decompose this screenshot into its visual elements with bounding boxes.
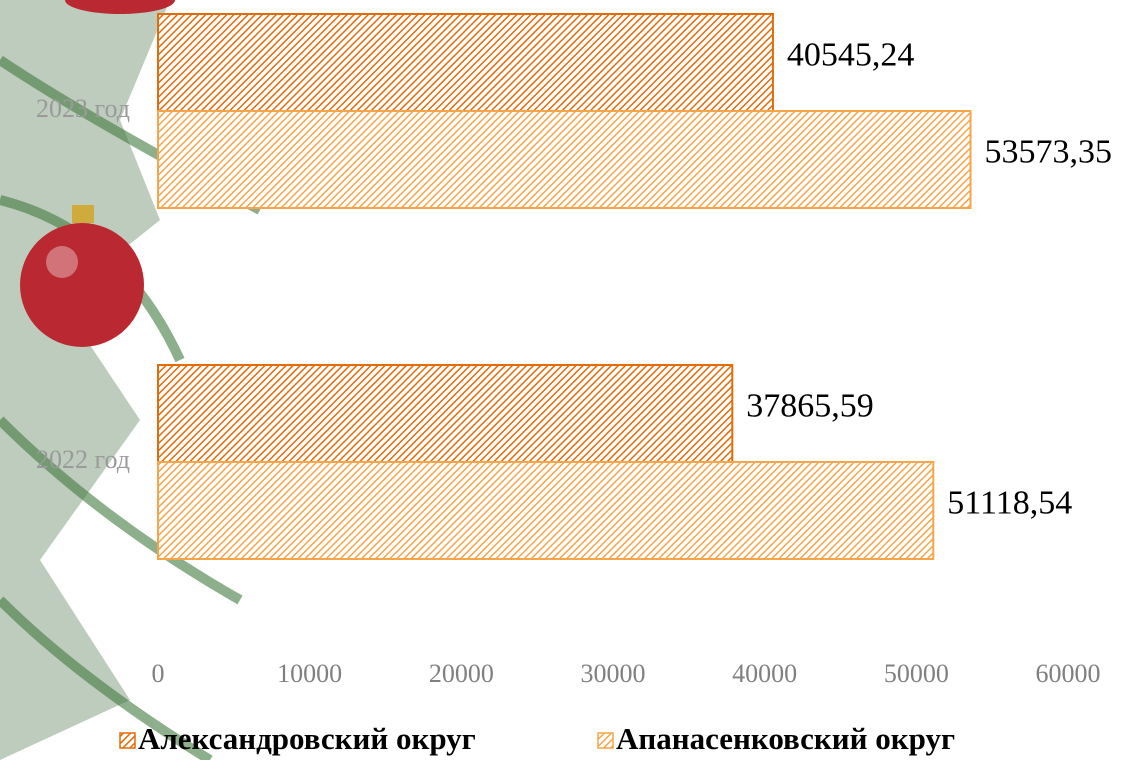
x-tick-label: 50000 — [884, 659, 949, 688]
x-tick-label: 0 — [152, 659, 165, 688]
data-label: 53573,35 — [985, 133, 1112, 170]
x-tick-label: 60000 — [1036, 659, 1101, 688]
x-tick-label: 10000 — [277, 659, 342, 688]
y-tick-label: 2022 год — [36, 445, 130, 474]
bar — [158, 462, 933, 559]
chart: 0 10000 20000 30000 40000 50000 60000 2023 год 4… — [0, 0, 1130, 760]
legend-label: Апанасенковский округ — [616, 721, 955, 756]
x-tick-label: 20000 — [429, 659, 494, 688]
data-label: 37865,59 — [746, 387, 874, 424]
data-label: 40545,24 — [787, 36, 915, 73]
y-tick-label: 2023 год — [36, 94, 130, 123]
legend-marker — [598, 733, 613, 748]
legend-marker — [120, 733, 135, 748]
data-label: 51118,54 — [947, 484, 1072, 521]
x-tick-label: 30000 — [581, 659, 646, 688]
x-tick-label: 40000 — [732, 659, 797, 688]
legend-label: Александровский округ — [138, 721, 476, 756]
bar — [158, 111, 971, 208]
bar — [158, 365, 732, 462]
bar — [158, 14, 773, 111]
